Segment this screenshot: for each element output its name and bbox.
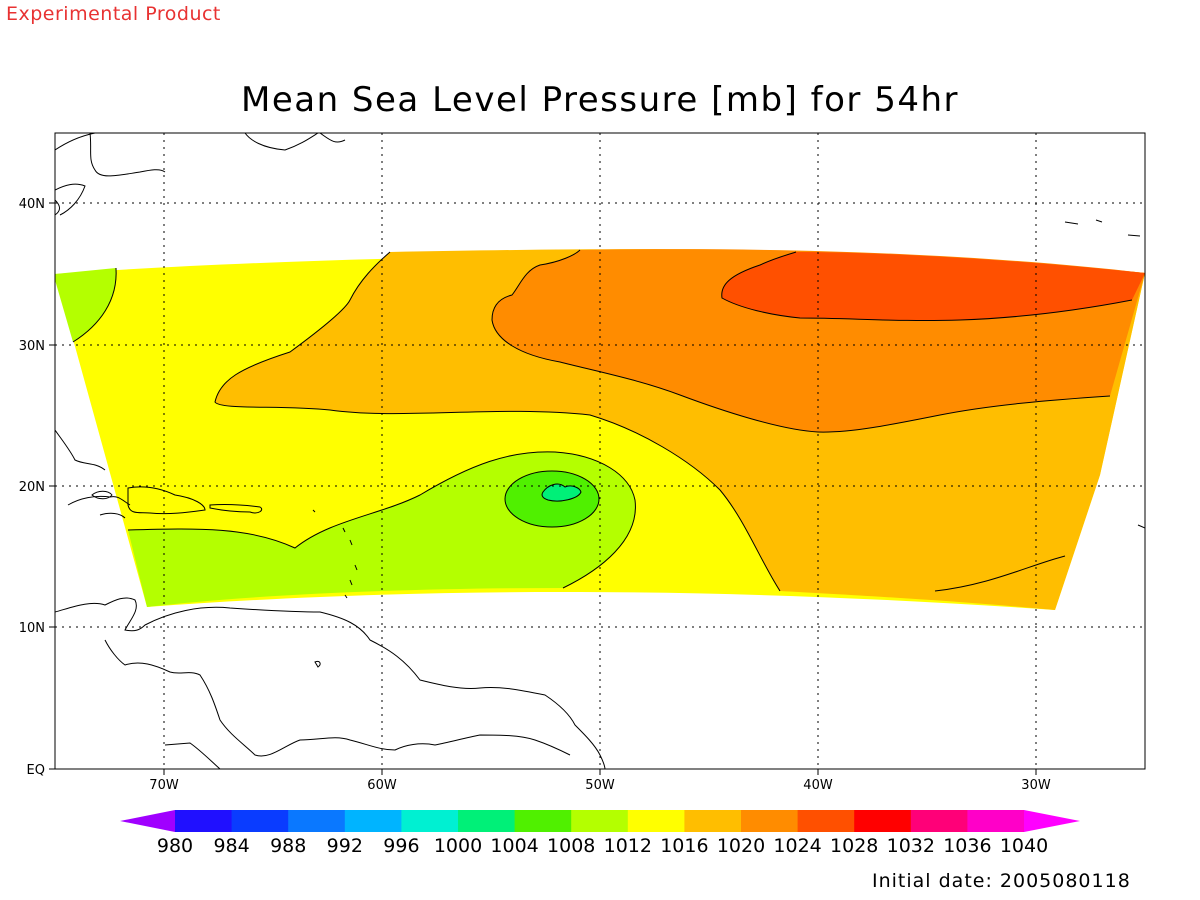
pressure-region-1024-1028 <box>721 252 1145 321</box>
coastlines <box>55 133 1145 769</box>
legend-swatch <box>514 810 572 832</box>
legend-swatch <box>797 810 855 832</box>
lat-label-20n: 20N <box>19 480 45 495</box>
pressure-region-1008-1012-nw <box>55 268 117 342</box>
legend-level-label: 996 <box>383 835 419 857</box>
legend-swatch <box>175 810 233 832</box>
legend-level-label: 1024 <box>773 835 821 857</box>
lon-label-60w: 60W <box>367 778 397 793</box>
legend-swatch <box>741 810 799 832</box>
graticule <box>55 133 1145 769</box>
legend-level-label: 1032 <box>887 835 935 857</box>
legend-swatch <box>344 810 402 832</box>
initial-date: Initial date: 2005080118 <box>872 870 1131 892</box>
legend-swatch <box>571 810 629 832</box>
lat-label-10n: 10N <box>19 621 45 636</box>
lon-label-40w: 40W <box>803 778 833 793</box>
legend-level-label: 980 <box>157 835 193 857</box>
legend-arrow-high <box>1024 810 1080 832</box>
isobar-lines <box>72 249 1133 592</box>
legend-swatch <box>910 810 968 832</box>
legend-swatch <box>854 810 912 832</box>
legend-level-label: 1012 <box>604 835 652 857</box>
pressure-low-core-1000-1004 <box>541 483 582 502</box>
legend-level-label: 1016 <box>660 835 708 857</box>
lon-label-50w: 50W <box>585 778 615 793</box>
legend-swatch <box>288 810 346 832</box>
legend-arrow-low <box>120 810 175 832</box>
legend-level-label: 1036 <box>943 835 991 857</box>
legend-level-label: 984 <box>213 835 249 857</box>
legend-swatch <box>627 810 685 832</box>
legend-swatch <box>458 810 516 832</box>
color-legend: 980 984 988 992 996 1000 1004 1008 1012 1016 1020 1… <box>120 810 1080 857</box>
chart-title: Mean Sea Level Pressure [mb] for 54hr <box>240 80 960 120</box>
legend-level-label: 1000 <box>434 835 482 857</box>
lon-label-70w: 70W <box>149 778 179 793</box>
lon-label-30w: 30W <box>1021 778 1051 793</box>
legend-level-label: 1028 <box>830 835 878 857</box>
legend-level-label: 1008 <box>547 835 595 857</box>
lat-label-eq: EQ <box>27 763 45 778</box>
legend-swatch <box>684 810 742 832</box>
legend-level-label: 992 <box>327 835 363 857</box>
experimental-product-label: Experimental Product <box>6 3 221 25</box>
lat-label-30n: 30N <box>19 339 45 354</box>
legend-level-label: 988 <box>270 835 306 857</box>
legend-level-label: 1004 <box>490 835 538 857</box>
legend-swatch <box>231 810 289 832</box>
map-area <box>55 133 1145 769</box>
legend-swatch <box>401 810 459 832</box>
legend-swatch <box>967 810 1025 832</box>
legend-level-label: 1040 <box>1000 835 1048 857</box>
legend-level-label: 1020 <box>717 835 765 857</box>
lat-label-40n: 40N <box>19 197 45 212</box>
axis-ticks <box>49 202 1037 775</box>
